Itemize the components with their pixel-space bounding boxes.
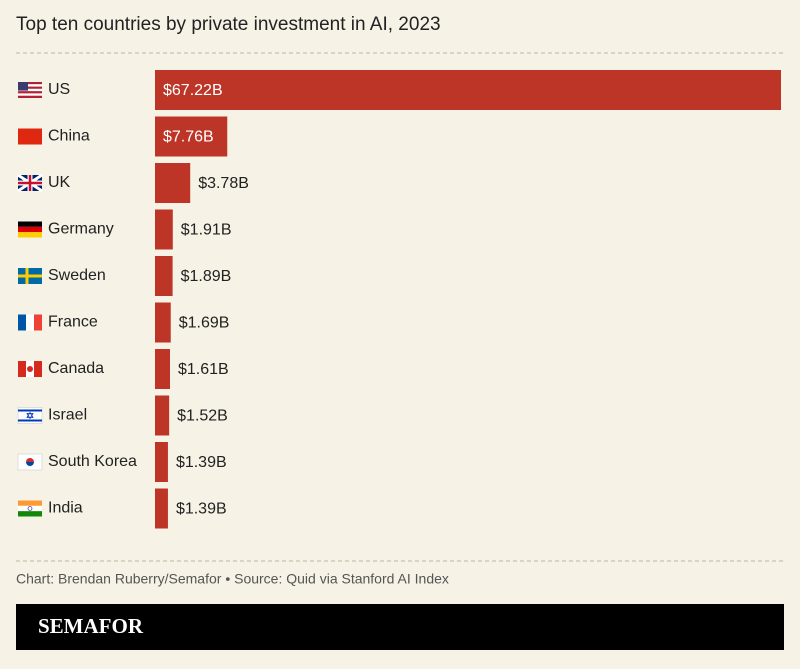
category-label: Germany: [48, 221, 114, 238]
flag-part: [18, 505, 42, 512]
value-label: $1.89B: [181, 268, 232, 285]
flag-part: [18, 84, 42, 87]
flag: [18, 221, 42, 238]
flag-part: [26, 314, 34, 331]
flag: [18, 268, 42, 284]
flag: [17, 407, 43, 424]
chart-title: Top ten countries by private investment …: [16, 14, 441, 35]
brand-logo: SEMAFOR: [38, 614, 144, 638]
flag-part: [18, 128, 42, 145]
bar: [155, 256, 173, 296]
bar: [155, 349, 170, 389]
value-label: $1.91B: [181, 222, 232, 239]
flag-part: [18, 314, 26, 331]
value-label: $67.22B: [163, 82, 223, 99]
category-label: India: [48, 500, 83, 517]
bar: [155, 70, 781, 110]
flag-part: [18, 91, 42, 94]
flag: [18, 500, 42, 517]
flag-part: [26, 411, 34, 420]
flag-part: [26, 458, 34, 462]
source-note: Chart: Brendan Ruberry/Semafor • Source:…: [16, 571, 449, 587]
category-label: Israel: [48, 407, 87, 424]
bar: [155, 442, 168, 482]
flag-part: [18, 82, 42, 85]
bar: [155, 395, 170, 436]
flag: [17, 453, 43, 471]
category-label: Sweden: [48, 267, 106, 284]
bar: [155, 209, 173, 250]
flag-part: [18, 82, 28, 91]
flag: [18, 82, 42, 98]
flag: [18, 128, 42, 145]
category-label: Canada: [48, 360, 104, 377]
bar: [155, 163, 191, 203]
flag-part: [26, 462, 34, 466]
category-label: China: [48, 128, 90, 145]
category-label: South Korea: [48, 453, 137, 470]
flag-part: [18, 232, 42, 238]
value-label: $1.39B: [176, 501, 227, 518]
value-label: $1.39B: [176, 454, 227, 471]
flag-part: [18, 221, 42, 227]
bar: [155, 302, 171, 343]
flag: [17, 173, 43, 193]
flag-part: [18, 268, 42, 284]
flag-part: [18, 511, 42, 517]
flag-part: [18, 361, 26, 377]
flag-part: [18, 88, 42, 92]
flag-part: [27, 506, 33, 511]
flag-part: [34, 314, 42, 331]
flag-part: [18, 409, 42, 412]
value-label: $1.52B: [177, 408, 228, 425]
category-label: UK: [48, 174, 71, 191]
category-label: France: [48, 314, 98, 331]
bar: [155, 488, 168, 529]
flag-part: [18, 95, 42, 98]
flag-part: [18, 500, 42, 506]
flag-part: [18, 93, 42, 96]
value-label: $7.76B: [163, 129, 214, 146]
flag-part: [18, 175, 42, 191]
flag-part: [34, 361, 42, 377]
bar: [155, 116, 228, 157]
brand-band: [16, 604, 784, 650]
flag: [18, 361, 42, 377]
flag-part: [18, 226, 42, 233]
value-label: $1.69B: [179, 315, 230, 332]
value-label: $3.78B: [198, 175, 249, 192]
flag-part: [27, 366, 33, 372]
flag: [18, 314, 42, 331]
flag-part: [18, 419, 42, 422]
category-label: US: [48, 81, 70, 98]
flag-part: [18, 86, 42, 89]
value-label: $1.61B: [178, 361, 229, 378]
